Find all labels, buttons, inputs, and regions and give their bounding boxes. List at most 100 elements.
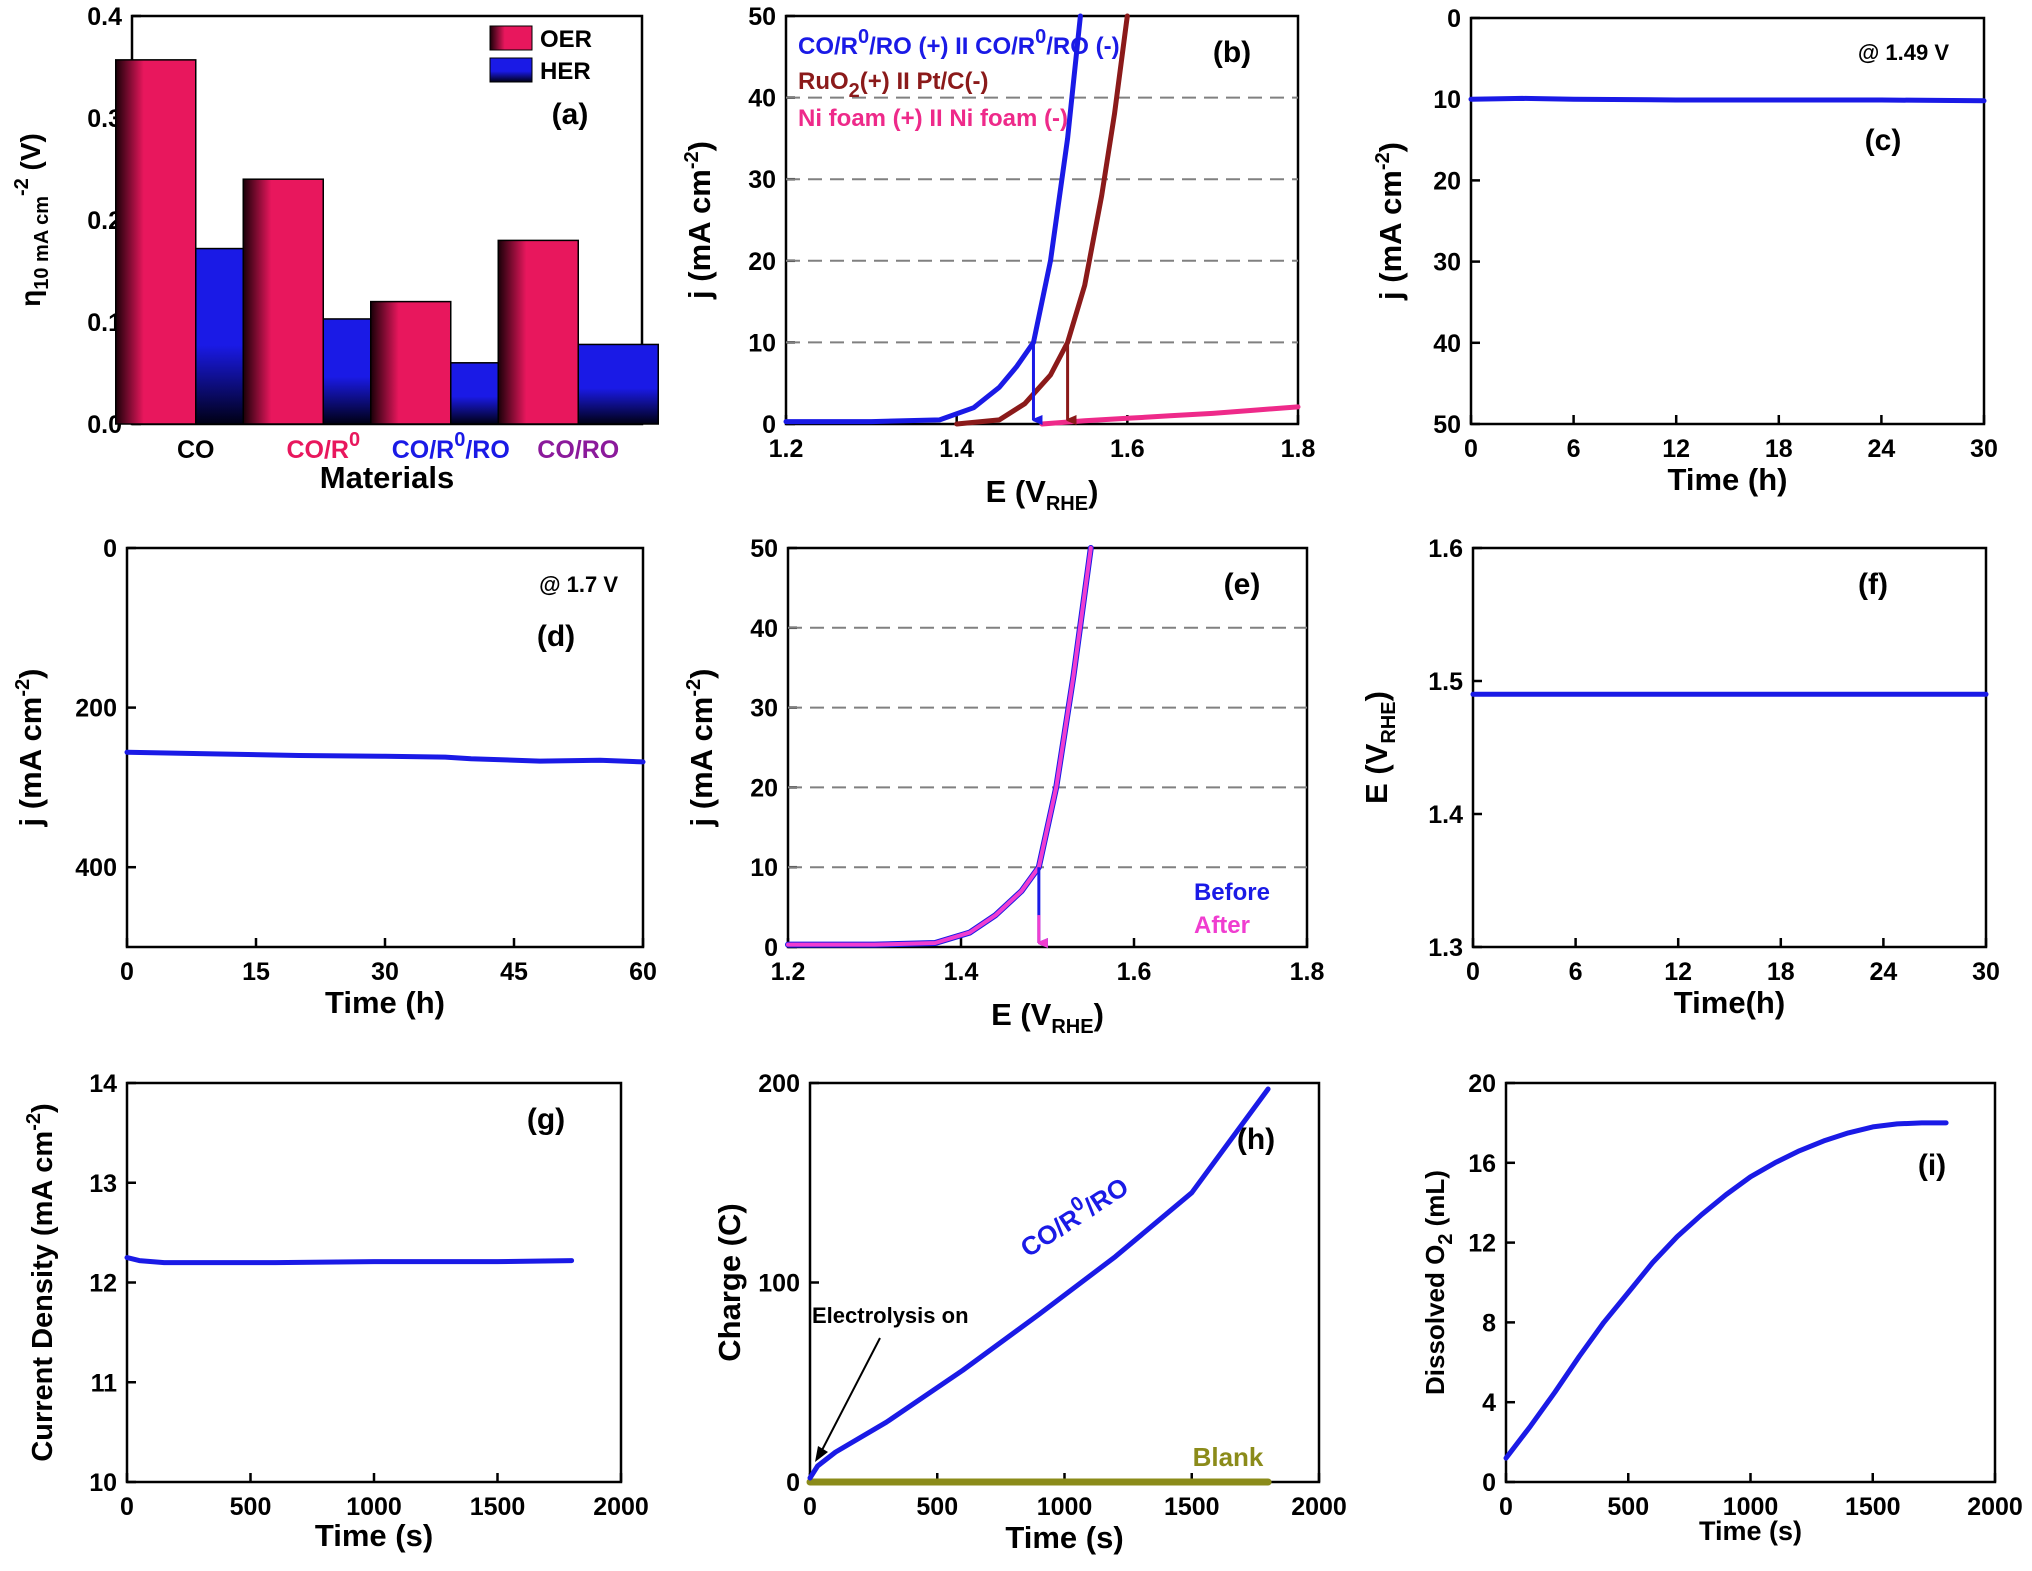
y-axis-label-sub: 2 [1435,1234,1457,1245]
series-line-before [785,545,1094,948]
x-axis-label: Time (s) [1699,1516,1802,1546]
y-axis-label-sub: 10 mA cm [31,196,53,290]
x-axis-label-main: E (V [991,997,1052,1032]
panel-label: (a) [552,98,589,131]
x-tick-label: 2000 [593,1493,649,1521]
y-axis-label-main: E (V [1359,743,1394,804]
x-tick-label: 1.2 [771,958,806,986]
plot-frame [1469,16,1986,426]
y-axis-label-main: Dissolved O [1420,1245,1450,1395]
category-label-sup: 0 [349,429,360,451]
x-tick-label: 1.4 [944,958,979,986]
series-line [124,749,646,765]
legend-entry-3: Ni foam (+) II Ni foam (-) [798,105,1068,132]
panel-label: (d) [537,620,575,653]
legend-sup: 0 [1035,26,1046,48]
blank-label: Blank [1193,1442,1264,1472]
x-tick-label: 18 [1767,958,1795,986]
legend-label-after: After [1194,912,1250,939]
legend-text: (+) II Pt/C(-) [860,68,989,95]
y-axis-label-main: j (mA cm [1373,170,1408,301]
x-tick-label: 0 [1499,1493,1513,1521]
category-label-main: CO/RO [537,436,619,464]
y-tick-label: 20 [1468,1070,1496,1098]
y-tick-label: 1.3 [1428,934,1463,962]
x-tick-label: 1000 [1037,1493,1093,1521]
panel-label: (e) [1224,568,1261,601]
y-tick-label: 0 [1447,5,1461,33]
x-tick-label: 500 [1607,1493,1649,1521]
y-tick-label: 0 [1482,1469,1496,1497]
x-tick-label: 0 [1464,435,1478,463]
y-tick-label: 0 [103,535,117,563]
y-tick-label: 11 [91,1369,118,1397]
y-tick-label: 200 [75,695,117,723]
y-axis-label-sub: RHE [1378,701,1400,743]
y-tick-label: 0 [786,1469,800,1497]
y-tick-label: 10 [748,329,776,357]
x-tick-label: 0 [1466,958,1480,986]
curve-label-tail: /RO [1079,1171,1134,1221]
x-axis-label: Time(h) [1674,985,1785,1020]
y-tick-label: 40 [750,615,778,643]
legend-sub: 2 [849,80,860,102]
x-tick-label: 1.2 [769,435,804,463]
legend-entry-1: CO/R0/RO (+) II CO/R0/RO (-) [798,26,1120,60]
y-axis-label-tail: (V) [15,133,46,178]
y-tick-label: 10 [750,854,778,882]
plot-frame [1471,546,1988,949]
y-axis-label-sup: -2 [11,178,33,196]
y-tick-label: 0 [764,934,778,962]
y-tick-label: 14 [89,1070,117,1098]
x-tick-label: 45 [500,958,528,986]
x-tick-label: 24 [1869,958,1897,986]
x-axis-label-tail: ) [1094,997,1104,1032]
y-axis-label-sup: -2 [683,679,705,697]
x-tick-label: 12 [1664,958,1692,986]
x-tick-label: 1000 [346,1493,402,1521]
legend-text: RuO [798,68,849,95]
y-tick-label: 200 [758,1070,800,1098]
y-axis-label: Dissolved O2 (mL) [1420,1170,1457,1395]
y-tick-label: 1.5 [1428,668,1463,696]
legend-text: /RO (+) II CO/R [869,33,1035,60]
panel-label: (h) [1237,1123,1275,1156]
legend-label-oer: OER [540,26,592,53]
x-tick-label: 0 [803,1493,817,1521]
y-tick-label: 12 [1468,1230,1496,1258]
y-tick-label: 1.6 [1428,535,1463,563]
y-tick-label: 20 [748,248,776,276]
series-line [1503,1120,1949,1461]
x-tick-label: 24 [1867,435,1895,463]
x-axis-label: Materials [320,460,454,495]
bar-her [577,343,659,425]
y-axis-label-main: j (mA cm [682,169,717,300]
x-tick-label: 2000 [1967,1493,2023,1521]
x-tick-label: 1000 [1723,1493,1779,1521]
y-tick-label: 4 [1482,1389,1496,1417]
panel-g: 10 11 12 13 14 0 500 1000 1500 2000 Time (s) Curren… [23,1070,649,1553]
panel-d: 0 200 400 0 15 30 45 60 Time (h) j (mA cm-2) @ 1.7… [12,535,657,1020]
x-tick-label: 500 [230,1493,272,1521]
x-tick-label: 500 [916,1493,958,1521]
series-line [124,1255,575,1266]
panel-f: 1.3 1.4 1.5 1.6 0 6 12 18 24 30 Time(h) E (VRHE) (f) [1359,535,2000,1020]
y-axis-label: η10 mA cm-2 (V) [11,133,53,307]
x-axis-label: Time (h) [325,985,445,1020]
y-tick-label: 8 [1482,1309,1496,1337]
panel-label: (g) [527,1103,565,1136]
x-axis-label-sub: RHE [1051,1016,1093,1038]
category-label: CO/R0 [286,429,360,464]
y-axis-label-sup: -2 [681,151,703,169]
x-tick-label: 1500 [1845,1493,1901,1521]
y-tick-label: 1.4 [1428,801,1463,829]
x-tick-label: 0 [120,958,134,986]
annotation-arrow-shaft [819,1337,881,1455]
category-label: CO [177,436,215,464]
y-axis-label-sup: -2 [23,1113,45,1131]
y-axis-label-main: j (mA cm [13,697,48,828]
y-tick-label: 30 [748,166,776,194]
x-axis-label-main: E (V [986,474,1047,509]
x-tick-label: 1500 [1164,1493,1220,1521]
